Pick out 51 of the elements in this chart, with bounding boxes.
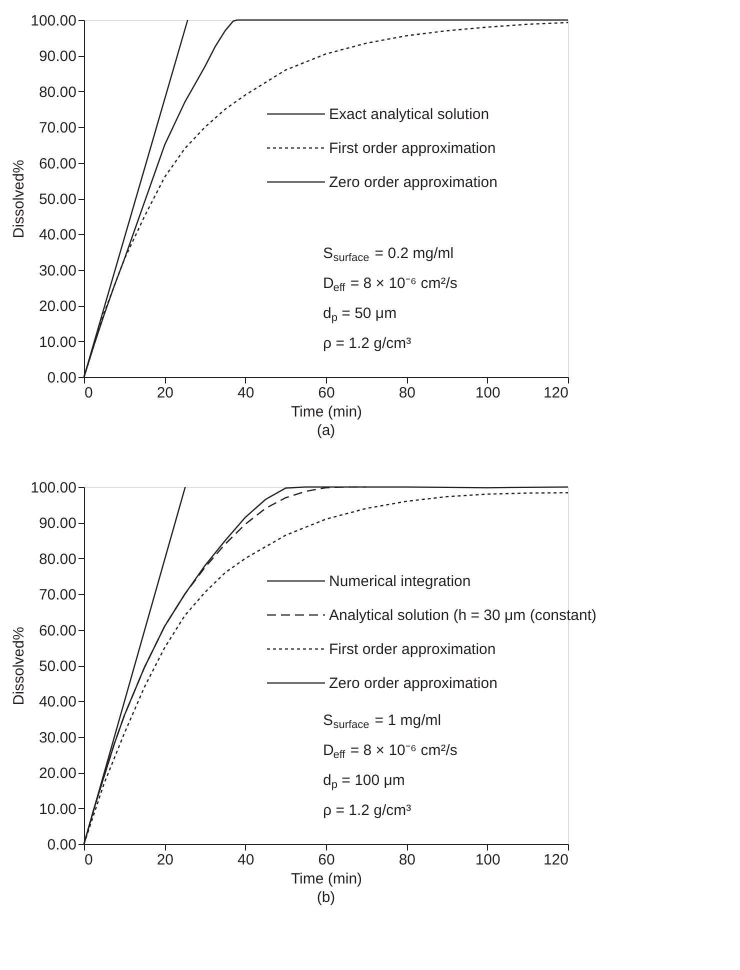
y-tick-label: 90.00	[38, 515, 76, 532]
y-tick-label: 0.00	[47, 370, 76, 386]
x-tick-label: 40	[237, 384, 254, 402]
y-tick-label: 50.00	[38, 658, 76, 675]
x-tick-label: 40	[237, 852, 254, 868]
y-tick-label: 100.00	[30, 480, 76, 496]
y-tick-label: 10.00	[38, 800, 76, 818]
y-tick-label: 40.00	[38, 694, 76, 711]
text: (a)	[316, 422, 336, 439]
x-tick-label: 0	[84, 384, 93, 402]
legend-label: Numerical integration	[329, 573, 471, 590]
x-tick-label: 100	[475, 852, 500, 868]
y-tick-label: 80.00	[38, 84, 76, 101]
y-tick-label: 40.00	[38, 226, 76, 244]
legend-label: Zero order approximation	[329, 675, 498, 692]
y-axis-title: Dissolved%	[10, 626, 28, 706]
y-tick-label: 20.00	[38, 298, 76, 316]
y-tick-label: 80.00	[38, 550, 76, 568]
x-tick-label: 20	[156, 852, 174, 868]
legend-label: Exact analytical solution	[329, 106, 490, 123]
x-tick-label: 120	[543, 852, 568, 868]
y-tick-label: 70.00	[38, 120, 76, 137]
y-tick-label: 20.00	[38, 765, 76, 782]
legend-label: First order approximation	[329, 641, 496, 658]
y-tick-label: 60.00	[38, 155, 76, 172]
x-tick-label: 0	[84, 852, 93, 868]
x-axis-title: Time (min)	[290, 404, 362, 420]
x-tick-label: 100	[475, 384, 500, 402]
annotation: ρ = 1.2 g/cm³	[323, 802, 412, 819]
x-tick-label: 20	[156, 384, 174, 402]
y-tick-label: 70.00	[38, 586, 76, 604]
legend-label: First order approximation	[329, 140, 496, 157]
y-tick-label: 10.00	[38, 334, 76, 351]
y-tick-label: 90.00	[38, 48, 76, 66]
legend-label: Analytical solution (h = 30 μm (constant)	[329, 607, 597, 624]
x-axis-title: Time (min)	[290, 870, 362, 888]
y-tick-label: 100.00	[30, 12, 76, 30]
y-axis-title: Dissolved%	[10, 160, 28, 238]
y-tick-label: 0.00	[47, 836, 76, 854]
x-tick-label: 60	[318, 852, 335, 868]
annotation: ρ = 1.2 g/cm³	[323, 335, 412, 352]
text: (b)	[316, 889, 336, 906]
y-tick-label: 50.00	[38, 191, 76, 208]
legend-label: Zero order approximation	[329, 174, 498, 191]
y-tick-label: 60.00	[38, 622, 76, 640]
x-tick-label: 80	[398, 852, 416, 868]
y-tick-label: 30.00	[38, 262, 76, 280]
x-tick-label: 120	[543, 384, 568, 402]
y-tick-label: 30.00	[38, 729, 76, 746]
x-tick-label: 80	[398, 384, 416, 402]
x-tick-label: 60	[318, 384, 335, 402]
